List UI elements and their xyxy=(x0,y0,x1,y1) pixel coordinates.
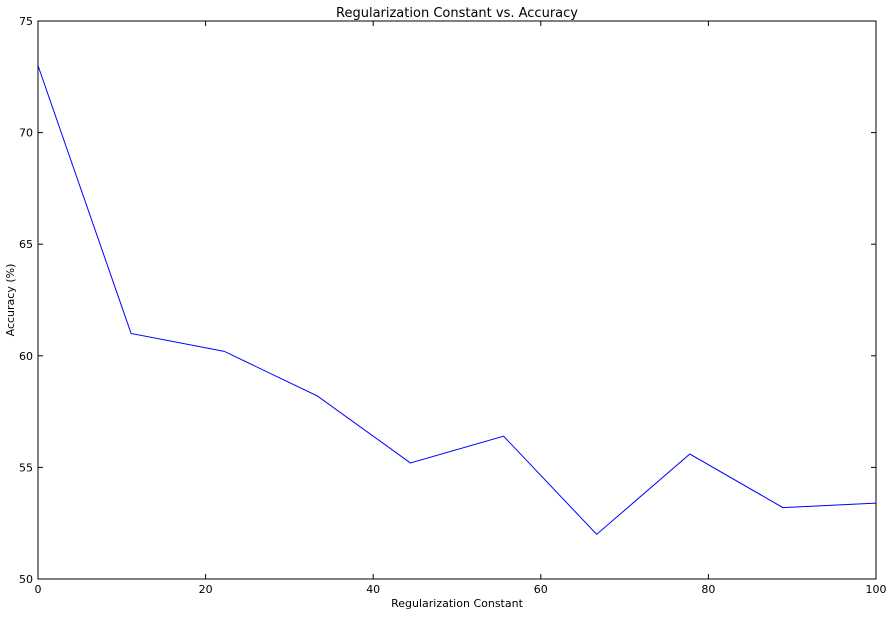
y-tick-label: 55 xyxy=(19,461,33,474)
plot-frame xyxy=(37,20,877,580)
y-tick-label: 60 xyxy=(19,350,33,363)
y-tick-label: 50 xyxy=(19,573,33,586)
y-tick-label: 65 xyxy=(19,238,33,251)
plot-area xyxy=(38,21,876,579)
y-tick-label: 70 xyxy=(19,127,33,140)
y-axis-label: Accuracy (%) xyxy=(4,264,17,337)
x-axis-label: Regularization Constant xyxy=(391,597,523,610)
series-layer xyxy=(37,65,877,536)
x-tick-label: 100 xyxy=(866,583,887,596)
x-tick-label: 0 xyxy=(35,583,42,596)
x-tick-label: 40 xyxy=(366,583,380,596)
series-line xyxy=(37,65,877,536)
chart-title: Regularization Constant vs. Accuracy xyxy=(336,6,578,21)
x-tick-label: 80 xyxy=(701,583,715,596)
x-tick-label: 60 xyxy=(534,583,548,596)
y-tick-label: 75 xyxy=(19,15,33,28)
tick-labels: 0 20 40 60 80 100 50 55 60 65 70 75 xyxy=(19,15,887,596)
x-tick-label: 20 xyxy=(199,583,213,596)
